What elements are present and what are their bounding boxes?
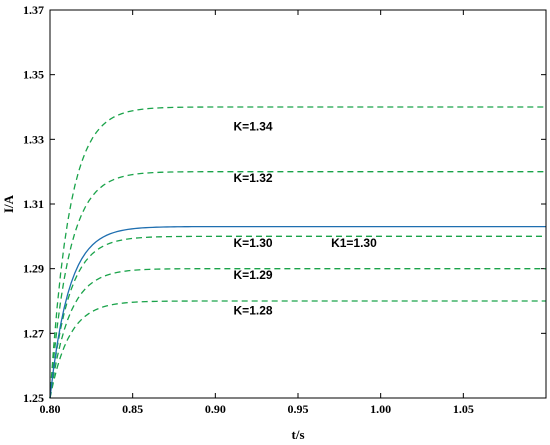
series-annotation: K=1.30 — [234, 236, 273, 250]
y-axis-label: I/A — [1, 194, 16, 213]
y-ticks: 1.25 1.27 1.29 1.31 1.33 1.35 1.37 — [23, 3, 546, 405]
y-tick-label: 1.27 — [23, 326, 44, 340]
series-layer — [49, 106, 546, 399]
series-line — [49, 225, 546, 399]
y-tick-label: 1.33 — [23, 132, 44, 146]
series-line — [49, 106, 546, 399]
x-tick-label: 0.90 — [205, 402, 226, 416]
series-annotation: K=1.32 — [234, 171, 273, 185]
series-annotation: K=1.28 — [234, 304, 273, 318]
series-line — [49, 171, 546, 399]
series-annotation: K=1.29 — [234, 268, 273, 282]
y-tick-label: 1.35 — [23, 68, 44, 82]
x-ticks: 0.80 0.85 0.90 0.95 1.00 1.05 — [40, 10, 474, 416]
series-line — [49, 235, 546, 399]
series-line — [49, 300, 546, 399]
y-tick-label: 1.29 — [23, 262, 44, 276]
series-annotation: K1=1.30 — [331, 236, 377, 250]
y-tick-label: 1.25 — [23, 391, 44, 405]
plot-frame — [49, 9, 547, 399]
annotations: K=1.34 K=1.32 K=1.30 K1=1.30 K=1.29 K=1.28 — [234, 119, 378, 317]
y-tick-label: 1.37 — [23, 3, 44, 17]
y-tick-label: 1.31 — [23, 197, 44, 211]
x-tick-label: 0.85 — [122, 402, 143, 416]
series-annotation: K=1.34 — [234, 119, 273, 133]
x-tick-label: 0.95 — [288, 402, 309, 416]
x-tick-label: 1.00 — [370, 402, 391, 416]
x-tick-label: 0.80 — [40, 402, 61, 416]
series-line — [49, 268, 546, 399]
x-axis-label: t/s — [292, 427, 305, 442]
x-tick-label: 1.05 — [453, 402, 474, 416]
